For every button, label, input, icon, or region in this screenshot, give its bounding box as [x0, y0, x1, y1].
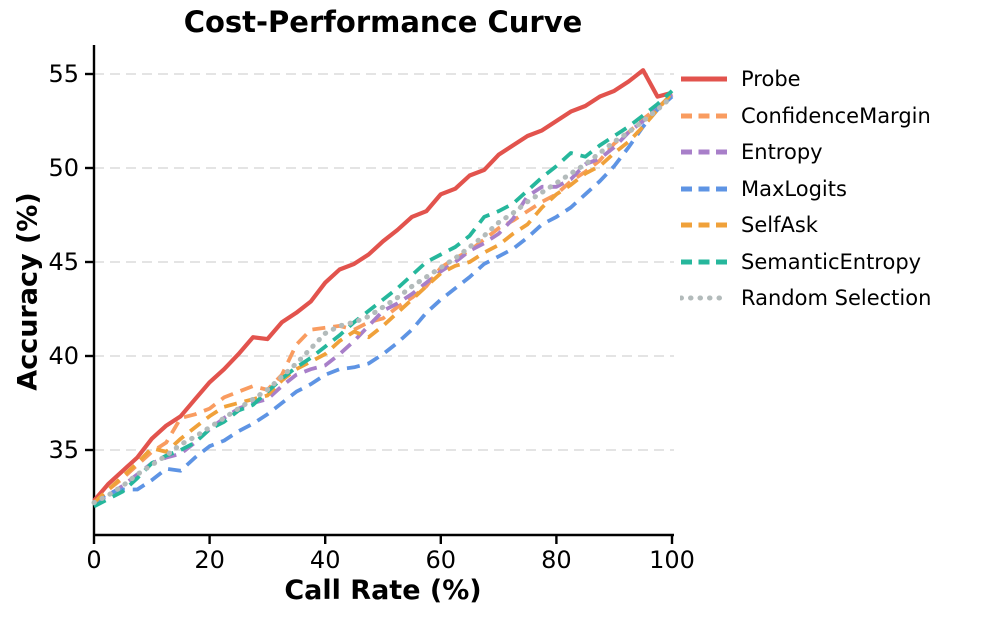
chart-title: Cost-Performance Curve — [183, 5, 583, 39]
y-tick-label-50: 50 — [48, 154, 79, 182]
x-tick-label-100: 100 — [649, 546, 695, 574]
tick-labels: 35 40 45 50 55 0 20 40 60 80 100 — [48, 60, 694, 574]
y-tick-label-45: 45 — [48, 248, 79, 276]
legend-item-maxlogits: MaxLogits — [680, 171, 931, 208]
series-line-confidencemargin — [92, 93, 674, 505]
y-tick-label-40: 40 — [48, 342, 79, 370]
series-line-probe — [92, 68, 673, 503]
legend-item-semanticentropy: SemanticEntropy — [680, 244, 931, 281]
legend-label-semanticentropy: SemanticEntropy — [741, 249, 922, 274]
y-axis-label: Accuracy (%) — [12, 192, 44, 391]
legend-label-entropy: Entropy — [741, 140, 823, 165]
legend-swatch-semanticentropy — [681, 259, 727, 265]
axes — [92, 45, 674, 537]
legend-item-random-selection: Random Selection — [680, 280, 931, 317]
legend-item-probe: Probe — [680, 61, 931, 98]
series-lines — [91, 68, 675, 509]
legend-swatch-selfask — [681, 222, 727, 228]
legend-swatch-entropy — [681, 149, 727, 155]
x-tick-label-0: 0 — [86, 546, 101, 574]
series-line-random-selection — [91, 94, 675, 506]
series-line-semanticentropy — [93, 89, 674, 509]
legend-label-confidencemargin: ConfidenceMargin — [741, 103, 931, 128]
x-axis-label: Call Rate (%) — [284, 575, 482, 606]
gridlines — [94, 73, 674, 451]
x-tick-label-40: 40 — [310, 546, 341, 574]
legend-swatch-random-selection — [680, 295, 728, 301]
axis-ticks — [85, 72, 674, 544]
x-tick-label-20: 20 — [194, 546, 225, 574]
series-line-maxlogits — [92, 95, 674, 505]
x-tick-label-60: 60 — [426, 546, 457, 574]
series-line-selfask — [92, 91, 674, 505]
legend-item-entropy: Entropy — [680, 134, 931, 171]
legend: Probe ConfidenceMargin Entropy MaxLogits Sel… — [680, 61, 931, 317]
legend-label-maxlogits: MaxLogits — [741, 176, 847, 201]
x-tick-label-80: 80 — [541, 546, 572, 574]
legend-label-selfask: SelfAsk — [741, 213, 818, 238]
legend-swatch-probe — [681, 76, 727, 82]
legend-label-random-selection: Random Selection — [741, 286, 932, 311]
legend-label-probe: Probe — [741, 67, 801, 92]
y-tick-label-35: 35 — [48, 436, 79, 464]
legend-swatch-confidencemargin — [681, 113, 727, 119]
y-tick-label-55: 55 — [48, 60, 79, 88]
legend-item-confidencemargin: ConfidenceMargin — [680, 98, 931, 135]
legend-swatch-maxlogits — [681, 186, 727, 192]
legend-item-selfask: SelfAsk — [680, 207, 931, 244]
